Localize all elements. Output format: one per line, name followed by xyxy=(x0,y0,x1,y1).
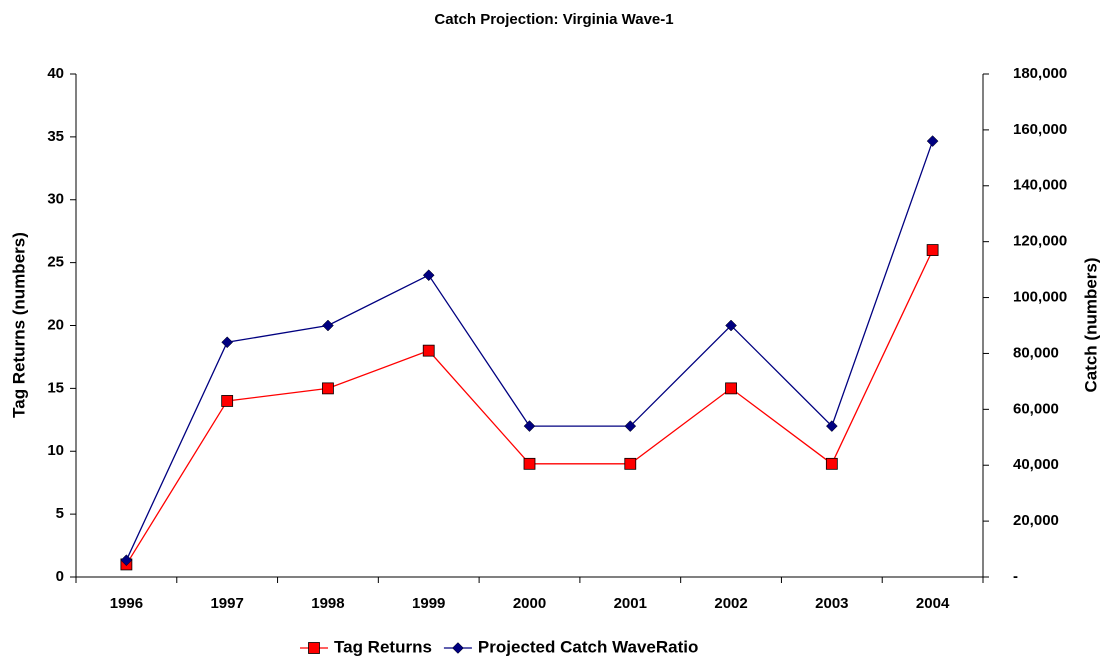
legend-label: Projected Catch WaveRatio xyxy=(478,637,698,656)
x-tick-label: 2003 xyxy=(815,595,848,612)
series-marker xyxy=(322,319,334,332)
y2-axis-label: Catch (numbers) xyxy=(1081,257,1100,392)
x-tick-label: 1996 xyxy=(110,595,143,612)
series-marker xyxy=(523,457,536,470)
y2-tick-label: 80,000 xyxy=(1013,344,1059,361)
y2-tick-label: 160,000 xyxy=(1013,121,1067,138)
y-tick-label: 30 xyxy=(47,191,64,208)
series-marker xyxy=(624,420,637,432)
series-marker xyxy=(926,244,939,256)
x-tick-label: 2002 xyxy=(714,595,747,612)
y-tick-label: 5 xyxy=(56,505,64,522)
y2-tick-label: 140,000 xyxy=(1013,177,1067,194)
y-tick-label: 0 xyxy=(56,568,64,585)
y-tick-label: 40 xyxy=(47,65,64,82)
legend-marker xyxy=(308,642,320,654)
y-tick-label: 10 xyxy=(47,442,64,459)
x-tick-label: 1997 xyxy=(210,595,243,612)
y2-tick-label: 180,000 xyxy=(1013,65,1067,82)
y2-tick-label: 100,000 xyxy=(1013,289,1067,306)
series-marker xyxy=(422,344,435,357)
y2-tick-label: - xyxy=(1013,568,1018,585)
y2-tick-label: 60,000 xyxy=(1013,400,1059,417)
series-marker xyxy=(120,554,133,567)
series-marker xyxy=(725,382,737,395)
series-marker xyxy=(221,336,234,349)
series-marker xyxy=(422,269,435,282)
series-marker xyxy=(523,420,536,432)
y-tick-label: 35 xyxy=(47,128,64,145)
x-tick-label: 1998 xyxy=(311,595,344,612)
y2-tick-label: 20,000 xyxy=(1013,512,1059,529)
y2-tick-label: 40,000 xyxy=(1013,456,1059,473)
y-tick-label: 25 xyxy=(47,254,64,271)
x-tick-label: 2004 xyxy=(916,595,950,612)
y-tick-label: 20 xyxy=(47,316,64,333)
legend-marker xyxy=(452,642,464,654)
x-tick-label: 2000 xyxy=(513,595,546,612)
x-tick-label: 1999 xyxy=(412,595,445,612)
series-marker xyxy=(725,319,737,332)
y-tick-label: 15 xyxy=(47,379,64,396)
series-marker xyxy=(322,382,334,395)
series-marker xyxy=(825,457,838,470)
x-tick-label: 2001 xyxy=(614,595,647,612)
series-marker xyxy=(221,395,234,407)
series-marker xyxy=(825,420,838,432)
y-axis-label: Tag Returns (numbers) xyxy=(9,232,28,418)
y2-tick-label: 120,000 xyxy=(1013,233,1067,250)
legend-label: Tag Returns xyxy=(334,637,432,656)
series-line xyxy=(125,249,934,565)
chart-title: Catch Projection: Virginia Wave-1 xyxy=(434,11,673,28)
series-line xyxy=(125,140,934,561)
series-marker xyxy=(926,135,939,147)
series-marker xyxy=(624,457,637,470)
